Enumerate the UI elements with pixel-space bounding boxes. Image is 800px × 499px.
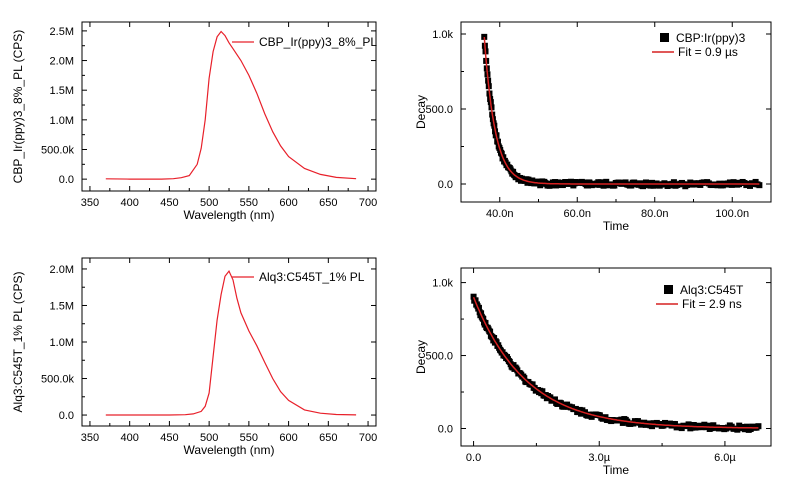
- y-axis-label: Decay: [414, 340, 428, 374]
- x-axis-label: Time: [603, 219, 630, 233]
- data-point: [671, 421, 678, 428]
- data-point: [734, 426, 741, 433]
- x-axis-label: Time: [603, 463, 630, 477]
- legend-marker-swatch: [660, 33, 669, 42]
- x-tick-label: 550: [240, 432, 258, 444]
- legend-entry-fit: Fit = 0.9 µs: [678, 45, 738, 59]
- legend-marker-swatch: [664, 285, 673, 294]
- x-axis-label: Wavelength (nm): [184, 443, 275, 457]
- data-point: [491, 335, 498, 342]
- x-tick-label: 80.0n: [641, 208, 669, 220]
- y-tick-label: 0.0: [59, 410, 74, 422]
- x-tick-label: 60.0n: [563, 208, 591, 220]
- y-axis-label: Decay: [414, 95, 428, 129]
- series-line: [105, 30, 357, 180]
- y-tick-label: 0.0: [59, 174, 74, 186]
- data-point: [670, 179, 677, 186]
- data-point: [572, 405, 579, 412]
- y-axis-label: CBP_Ir(ppy)3_8%_PL (CPS): [11, 30, 25, 184]
- legend-entry: CBP_Ir(ppy)3_8%_PL: [259, 35, 377, 49]
- y-tick-label: 1.5M: [50, 85, 74, 97]
- x-tick-label: 3.0µ: [588, 452, 610, 464]
- x-tick-label: 350: [81, 432, 99, 444]
- data-point: [619, 419, 626, 426]
- x-tick-label: 700: [359, 432, 377, 444]
- chart-4: 0.0 3.0µ 6.0µ 0.0 500.0 1.0k Time Decay Alq3:C54…: [414, 267, 772, 477]
- data-point: [755, 423, 762, 430]
- data-point: [481, 33, 488, 40]
- x-tick-label: 450: [160, 197, 178, 209]
- y-tick-label: 0.0: [438, 179, 453, 191]
- legend-entry-data: CBP:Ir(ppy)3: [676, 31, 746, 45]
- y-tick-label: 500.0k: [41, 144, 75, 156]
- x-tick-label: 0.0: [466, 452, 481, 464]
- y-tick-label: 1.5M: [50, 300, 74, 312]
- data-point: [475, 304, 482, 311]
- data-point: [756, 182, 763, 189]
- x-tick-label: 400: [120, 432, 138, 444]
- chart-1: 350 400 450 500 550 600 650 700 0.0 500.0k 1.0M 1.5…: [11, 21, 377, 222]
- x-tick-label: 550: [240, 197, 258, 209]
- legend-entry-fit: Fit = 2.9 ns: [682, 297, 742, 311]
- x-tick-label: 40.0n: [486, 208, 514, 220]
- x-tick-label: 400: [120, 197, 138, 209]
- x-tick-label: 500: [200, 432, 218, 444]
- data-markers: [470, 293, 762, 433]
- x-tick-label: 350: [81, 197, 99, 209]
- x-axis-label: Wavelength (nm): [184, 208, 275, 222]
- y-axis-label: Alq3:C545T_1% PL (CPS): [11, 272, 25, 413]
- plot-frame: [460, 267, 772, 447]
- x-tick-label: 600: [279, 197, 297, 209]
- legend: CBP_Ir(ppy)3_8%_PL: [232, 35, 377, 49]
- chart-3: 350 400 450 500 550 600 650 700 0.0 500.0k 1.0M 1.5…: [11, 257, 377, 457]
- x-tick-label: 6.0µ: [714, 452, 736, 464]
- x-tick-label: 700: [359, 197, 377, 209]
- y-tick-label: 1.0k: [432, 278, 453, 290]
- x-tick-label: 450: [160, 432, 178, 444]
- y-tick-label: 2.0M: [50, 56, 74, 68]
- data-point: [470, 293, 477, 300]
- fit-curve: [472, 296, 759, 429]
- data-point: [704, 422, 711, 429]
- y-tick-label: 1.0M: [50, 337, 74, 349]
- y-tick-label: 500.0: [425, 351, 453, 363]
- data-point: [551, 396, 558, 403]
- data-point: [539, 388, 546, 395]
- legend-entry: Alq3:C545T_1% PL: [259, 270, 365, 284]
- y-tick-label: 500.0: [425, 104, 453, 116]
- y-tick-label: 1.0M: [50, 115, 74, 127]
- data-point: [685, 421, 692, 428]
- x-tick-label: 100.0n: [715, 208, 749, 220]
- series-line: [105, 269, 357, 416]
- x-tick-label: 650: [319, 197, 337, 209]
- legend-entry-data: Alq3:C545T: [680, 283, 744, 297]
- y-tick-label: 2.0M: [50, 264, 74, 276]
- x-tick-label: 500: [200, 197, 218, 209]
- data-point: [743, 423, 750, 430]
- y-tick-label: 0.0: [438, 423, 453, 435]
- y-tick-label: 2.5M: [50, 26, 74, 38]
- x-tick-label: 600: [279, 432, 297, 444]
- fit-curve: [483, 36, 760, 185]
- y-tick-label: 500.0k: [41, 374, 75, 386]
- legend: Alq3:C545T_1% PL: [232, 270, 365, 284]
- x-tick-label: 650: [319, 432, 337, 444]
- data-point: [529, 381, 536, 388]
- chart-2: 40.0n 60.0n 80.0n 100.0n 0.0 500.0 1.0k Time Dec…: [414, 21, 772, 233]
- y-tick-label: 1.0k: [432, 29, 453, 41]
